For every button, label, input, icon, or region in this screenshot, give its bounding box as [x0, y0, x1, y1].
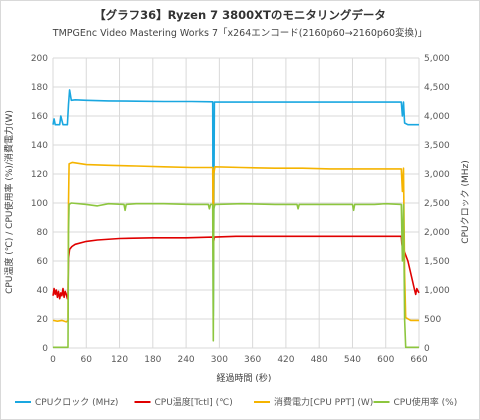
- x-tick-label: 300: [211, 355, 228, 365]
- left-tick-label: 140: [31, 141, 48, 151]
- right-tick-label: 5,000: [424, 54, 450, 64]
- x-tick-label: 660: [410, 355, 427, 365]
- line-chart: 0 60 120 180 240 300 360 420 480 540 600 660 020406…: [3, 54, 471, 384]
- left-tick-label: 120: [31, 170, 48, 180]
- x-axis-ticks: 0 60 120 180 240 300 360 420 480 540 600 660: [50, 355, 428, 365]
- x-tick-label: 420: [277, 355, 294, 365]
- right-axis-label: CPUクロック (MHz): [460, 160, 471, 243]
- x-axis-label: 経過時間 (秒): [217, 372, 272, 384]
- chart-title: 【グラフ36】Ryzen 7 3800XTのモニタリングデータ: [94, 8, 386, 22]
- legend: CPUクロック (MHz) CPU温度[Tctl] (℃) 消費電力[CPU PPT…: [15, 396, 458, 408]
- left-tick-label: 40: [37, 286, 49, 296]
- x-tick-label: 120: [111, 355, 128, 365]
- x-tick-label: 0: [50, 355, 56, 365]
- left-tick-label: 80: [37, 228, 49, 238]
- series-line-2: [52, 235, 420, 300]
- x-tick-label: 60: [81, 355, 93, 365]
- left-axis-ticks: 0 20 40 60 80 100 120 140 160 180 200: [31, 54, 48, 354]
- x-tick-label: 480: [311, 355, 328, 365]
- legend-label: CPUクロック (MHz): [35, 397, 118, 408]
- right-tick-label: 4,000: [424, 112, 450, 122]
- right-tick-label: 2,000: [424, 228, 450, 238]
- series-line-1: [52, 89, 419, 317]
- chart-subtitle: TMPGEnc Video Mastering Works 7「x264エンコー…: [52, 28, 428, 39]
- x-tick-label: 600: [377, 355, 394, 365]
- left-tick-label: 180: [31, 83, 48, 93]
- right-axis-ticks: 0 500 1,000 1,500 2,000 2,500 3,000 3,500 4,000 4…: [424, 54, 450, 354]
- left-tick-label: 100: [31, 199, 48, 209]
- right-tick-label: 500: [424, 315, 441, 325]
- series-lines: [52, 89, 420, 349]
- x-tick-label: 180: [144, 355, 161, 365]
- right-tick-label: 0: [424, 344, 430, 354]
- right-tick-label: 2,500: [424, 199, 450, 209]
- gridlines: [52, 57, 420, 349]
- right-tick-label: 4,500: [424, 83, 450, 93]
- left-tick-label: 0: [42, 344, 48, 354]
- series-line-3: [52, 161, 419, 323]
- right-tick-label: 1,000: [424, 286, 450, 296]
- left-tick-label: 60: [37, 257, 49, 267]
- x-tick-label: 360: [244, 355, 261, 365]
- x-tick-label: 540: [344, 355, 361, 365]
- left-tick-label: 20: [37, 315, 49, 325]
- legend-label: CPU温度[Tctl] (℃): [155, 396, 233, 408]
- right-tick-label: 3,500: [424, 141, 450, 151]
- right-tick-label: 1,500: [424, 257, 450, 267]
- legend-label: CPU使用率 (%): [394, 396, 458, 408]
- left-axis-label: CPU温度 (℃) / CPU使用率 (%)/消費電力(W): [3, 110, 15, 294]
- left-tick-label: 200: [31, 54, 48, 64]
- x-tick-label: 240: [177, 355, 194, 365]
- right-tick-label: 3,000: [424, 170, 450, 180]
- series-line-4: [53, 202, 419, 349]
- left-tick-label: 160: [31, 112, 48, 122]
- legend-label: 消費電力[CPU PPT] (W): [274, 396, 373, 408]
